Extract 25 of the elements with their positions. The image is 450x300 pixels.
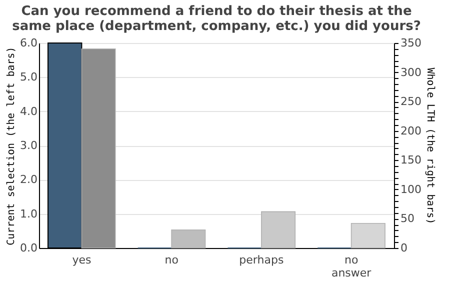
y2-tick-label: 150: [400, 154, 422, 167]
y2-tick-label: 350: [400, 36, 422, 50]
bar: [261, 211, 296, 248]
y2-tick-label: 100: [400, 182, 422, 196]
y-axis-title: Current selection (the left bars): [6, 46, 18, 246]
y-tick-label: 6.0: [20, 36, 38, 50]
y2-tick-label: 250: [400, 95, 422, 108]
y-tick-label: 5.0: [20, 70, 38, 84]
y2-tick-label: 200: [400, 124, 422, 138]
y-tick-label: 4.0: [20, 104, 38, 118]
x-tick-label: no: [164, 254, 179, 266]
y-tick-label: 0.0: [20, 242, 38, 254]
y2-tick-label: 300: [400, 66, 422, 79]
chart-title: Can you recommend a friend to do their thesis at the same place (department, company, etc.) you did yours?: [12, 4, 421, 34]
x-tick-label: perhaps: [239, 254, 284, 266]
y2-tick-label: 50: [400, 212, 414, 226]
bar: [350, 223, 386, 248]
bar: [171, 229, 206, 248]
x-tick-label: yes: [72, 254, 92, 266]
y2-tick-label: 0: [400, 242, 408, 254]
y-tick-label: 2.0: [20, 173, 38, 186]
y-tick-label: 3.0: [20, 139, 38, 152]
y2-axis-title: Whole LTH (the right bars): [424, 68, 436, 224]
y-tick-label: 1.0: [20, 207, 38, 220]
x-tick-label: no answer: [331, 254, 372, 280]
